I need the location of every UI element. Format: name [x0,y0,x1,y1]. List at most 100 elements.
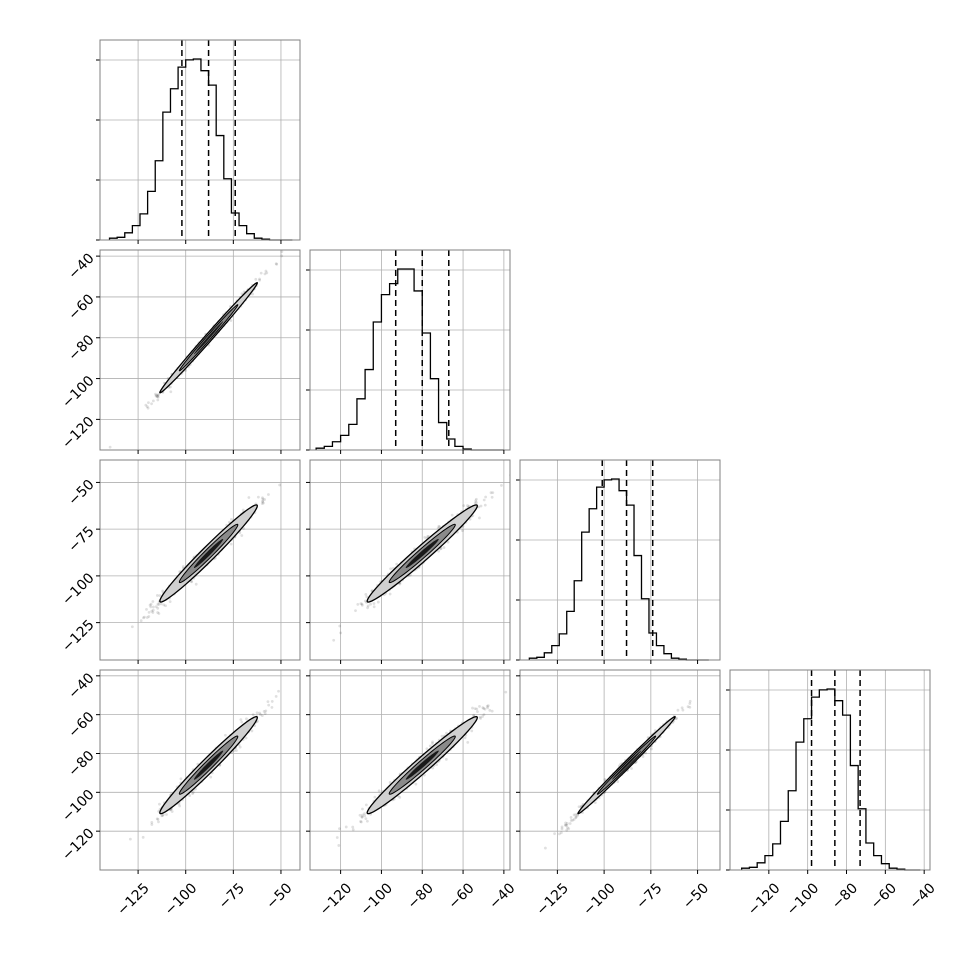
sample-point [398,582,402,586]
sample-point [266,700,270,704]
x-tick-label: −40 [486,880,518,912]
sample-point [142,616,145,620]
panel-frame [309,249,511,451]
sample-point [169,385,172,389]
sample-point [358,813,362,817]
sample-point [543,846,547,850]
sample-point [438,525,441,529]
x-tick-label: −50 [263,880,295,912]
sample-point [260,714,264,718]
sample-point [151,608,155,612]
sample-point [154,394,158,398]
density-fill-core [193,321,224,355]
sample-point [680,706,684,710]
y-tick-label: −40 [65,670,97,702]
sample-point [261,497,265,501]
sample-point [254,277,258,281]
sample-point [360,603,364,607]
x-tick-label: −80 [405,880,437,912]
sample-point [641,755,645,759]
density-fill-core [193,750,224,780]
x-tick-label: −80 [829,880,861,912]
sample-point [489,491,493,495]
sample-point [473,707,477,711]
sample-point [108,445,112,449]
sample-point [274,262,278,266]
sample-point [264,709,268,713]
y-tick-label: −80 [65,332,97,364]
y-tick-label: −100 [59,787,98,826]
histogram-step [315,268,504,451]
pair-panel-3-0: −120−100 −80 −60 −40 [59,669,301,874]
sample-point [155,395,159,399]
sample-point [431,766,435,770]
x-labels-2: −125 −100 −75 −50 [533,880,712,919]
sample-point [364,817,368,821]
sample-point [475,707,479,711]
sample-point [157,612,161,615]
histogram-step [108,58,293,241]
sample-point [470,729,474,733]
sample-point [338,624,342,628]
contour-outer [159,715,259,815]
sample-point [428,744,432,748]
sample-point [504,690,508,694]
sample-point [177,802,181,806]
sample-point [145,405,149,409]
sample-point [475,501,478,504]
sample-point [553,832,556,836]
sample-point [686,705,690,709]
contour-inner [596,735,657,795]
y-tick-label: −80 [65,748,97,780]
sample-point [478,705,481,708]
sample-point [565,822,569,825]
sample-point [161,813,165,817]
sample-point [245,717,248,721]
sample-point [240,292,244,296]
x-tick-label: −40 [907,880,939,912]
sample-point [130,625,134,629]
sample-point [473,501,477,505]
sample-point [150,821,154,824]
sample-point [265,271,269,275]
sample-point [156,395,160,399]
sample-point [156,398,160,402]
sample-point [156,818,160,821]
sample-point [559,831,563,835]
sample-point [141,835,145,839]
y-tick-label: −125 [59,617,98,656]
hist-panel-3 [726,669,931,874]
x-tick-label: −100 [580,880,619,919]
contour-outer [159,281,259,394]
sample-point [247,496,251,499]
panel-frame [729,669,931,871]
sample-point [263,272,267,276]
x-labels-3: −120 −100 −80 −60 −40 [745,880,939,919]
sample-point [675,716,678,720]
sample-point [344,825,348,829]
sample-point [372,602,376,605]
sample-point [169,390,173,394]
sample-point [577,805,581,809]
sample-point [616,780,620,783]
sample-point [563,823,567,827]
sample-point [280,250,284,254]
pair-panel-3-2 [516,669,721,874]
sample-point [567,827,571,831]
sample-point [240,720,244,724]
sample-point [500,484,503,487]
sample-point [229,542,233,546]
sample-point [147,615,151,618]
sample-point [147,401,150,404]
sample-point [389,567,393,571]
sample-point [360,602,364,606]
sample-point [157,820,160,824]
sample-point [261,499,265,503]
pair-panel-2-1 [306,459,511,664]
sample-point [156,611,160,614]
sample-point [267,493,270,496]
sample-point [154,605,158,609]
pair-panel-2-0: −125 −100 −75 −50 [59,459,301,664]
sample-point [376,600,380,604]
sample-point [364,593,368,596]
